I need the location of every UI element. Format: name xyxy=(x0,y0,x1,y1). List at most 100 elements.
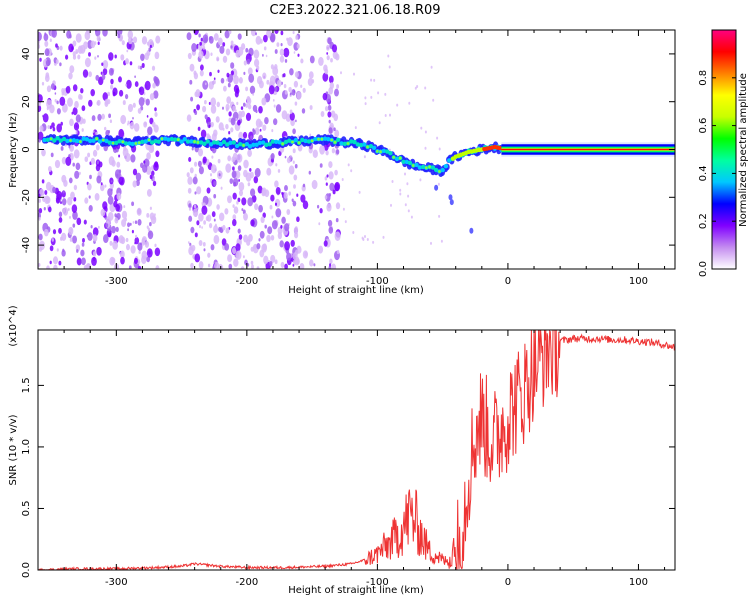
noise-dot xyxy=(81,257,86,266)
noise-dot xyxy=(294,163,298,169)
noise-dot xyxy=(186,32,192,41)
noise-dot xyxy=(347,163,350,167)
noise-dot xyxy=(414,86,417,90)
noise-dot xyxy=(137,242,143,251)
noise-dot xyxy=(258,238,261,242)
noise-dot xyxy=(194,211,198,218)
track-peak xyxy=(424,166,428,170)
noise-dot xyxy=(135,234,138,239)
noise-dot xyxy=(236,101,239,106)
noise-dot xyxy=(358,190,361,194)
noise-dot xyxy=(300,58,304,64)
noise-dot xyxy=(293,51,296,54)
noise-dot xyxy=(90,225,93,229)
noise-dot xyxy=(47,124,50,130)
noise-dot xyxy=(51,238,54,242)
noise-dot xyxy=(210,104,217,114)
noise-dot xyxy=(254,167,261,178)
noise-dot xyxy=(224,30,230,39)
noise-dot xyxy=(72,235,77,244)
noise-dot xyxy=(226,72,230,78)
noise-dot xyxy=(149,206,152,211)
track-peak xyxy=(69,139,72,142)
noise-dot xyxy=(90,40,96,49)
track-core xyxy=(182,137,187,142)
track-core xyxy=(169,136,174,142)
noise-dot xyxy=(296,216,300,223)
noise-dot xyxy=(100,182,103,186)
noise-dot xyxy=(115,226,119,233)
noise-dot xyxy=(124,94,129,100)
track-peak xyxy=(320,137,324,141)
snr-x-tick-label: 100 xyxy=(629,577,648,588)
noise-dot xyxy=(203,248,206,252)
noise-dot xyxy=(146,114,149,118)
track-core xyxy=(247,144,253,149)
noise-dot xyxy=(75,49,79,54)
noise-dot xyxy=(259,128,262,132)
noise-dot xyxy=(328,226,334,234)
noise-dot xyxy=(208,222,213,229)
noise-dot xyxy=(242,131,248,139)
noise-dot xyxy=(88,52,91,57)
track-core xyxy=(326,137,331,142)
track-peak xyxy=(330,138,334,142)
track-core xyxy=(88,138,93,144)
noise-dot xyxy=(149,221,152,227)
noise-dot xyxy=(330,58,333,63)
noise-dot xyxy=(50,83,55,90)
noise-dot xyxy=(137,265,142,269)
noise-dot xyxy=(210,164,217,174)
track-core xyxy=(84,137,90,142)
noise-dot xyxy=(102,59,109,69)
track-core xyxy=(208,142,214,147)
stray-dot xyxy=(434,184,439,191)
noise-dot xyxy=(146,152,151,160)
noise-dot xyxy=(52,186,57,194)
noise-dot xyxy=(204,100,207,105)
noise-dot xyxy=(236,200,239,205)
noise-dot xyxy=(92,130,95,133)
noise-dot xyxy=(237,228,241,234)
noise-dot xyxy=(240,43,246,50)
noise-dot xyxy=(292,252,298,261)
noise-dot xyxy=(245,112,252,122)
noise-dot xyxy=(246,58,251,65)
spectrogram-x-tick-label: 0 xyxy=(505,276,511,287)
noise-dot xyxy=(227,82,231,88)
noise-dot xyxy=(42,113,49,123)
noise-dot xyxy=(227,254,233,263)
noise-dot xyxy=(281,191,284,195)
noise-dot xyxy=(149,174,153,180)
noise-dot xyxy=(281,110,288,120)
noise-dot xyxy=(273,104,276,108)
noise-dot xyxy=(108,67,114,76)
noise-dot xyxy=(329,263,332,267)
noise-dot xyxy=(188,215,193,222)
noise-dot xyxy=(79,94,83,100)
noise-dot xyxy=(237,197,241,203)
noise-dot xyxy=(213,33,219,41)
track-peak xyxy=(310,139,314,143)
noise-dot xyxy=(49,125,52,130)
noise-dot xyxy=(242,102,246,107)
noise-dot xyxy=(342,207,345,211)
track-core xyxy=(45,137,50,142)
noise-dot xyxy=(202,105,207,113)
noise-dot xyxy=(202,242,206,247)
noise-dot xyxy=(311,79,315,84)
noise-dot xyxy=(322,92,328,101)
noise-dot xyxy=(100,184,105,192)
noise-dot xyxy=(382,235,385,239)
noise-dot xyxy=(262,72,267,80)
noise-dot xyxy=(265,54,268,58)
noise-dot xyxy=(196,207,199,210)
noise-dot xyxy=(102,201,108,210)
noise-dot xyxy=(430,241,432,245)
noise-dot xyxy=(318,222,321,226)
noise-dot xyxy=(261,97,267,106)
noise-dot xyxy=(230,45,233,49)
track-core xyxy=(212,140,217,145)
noise-dot xyxy=(209,71,212,77)
noise-dot xyxy=(147,227,151,232)
